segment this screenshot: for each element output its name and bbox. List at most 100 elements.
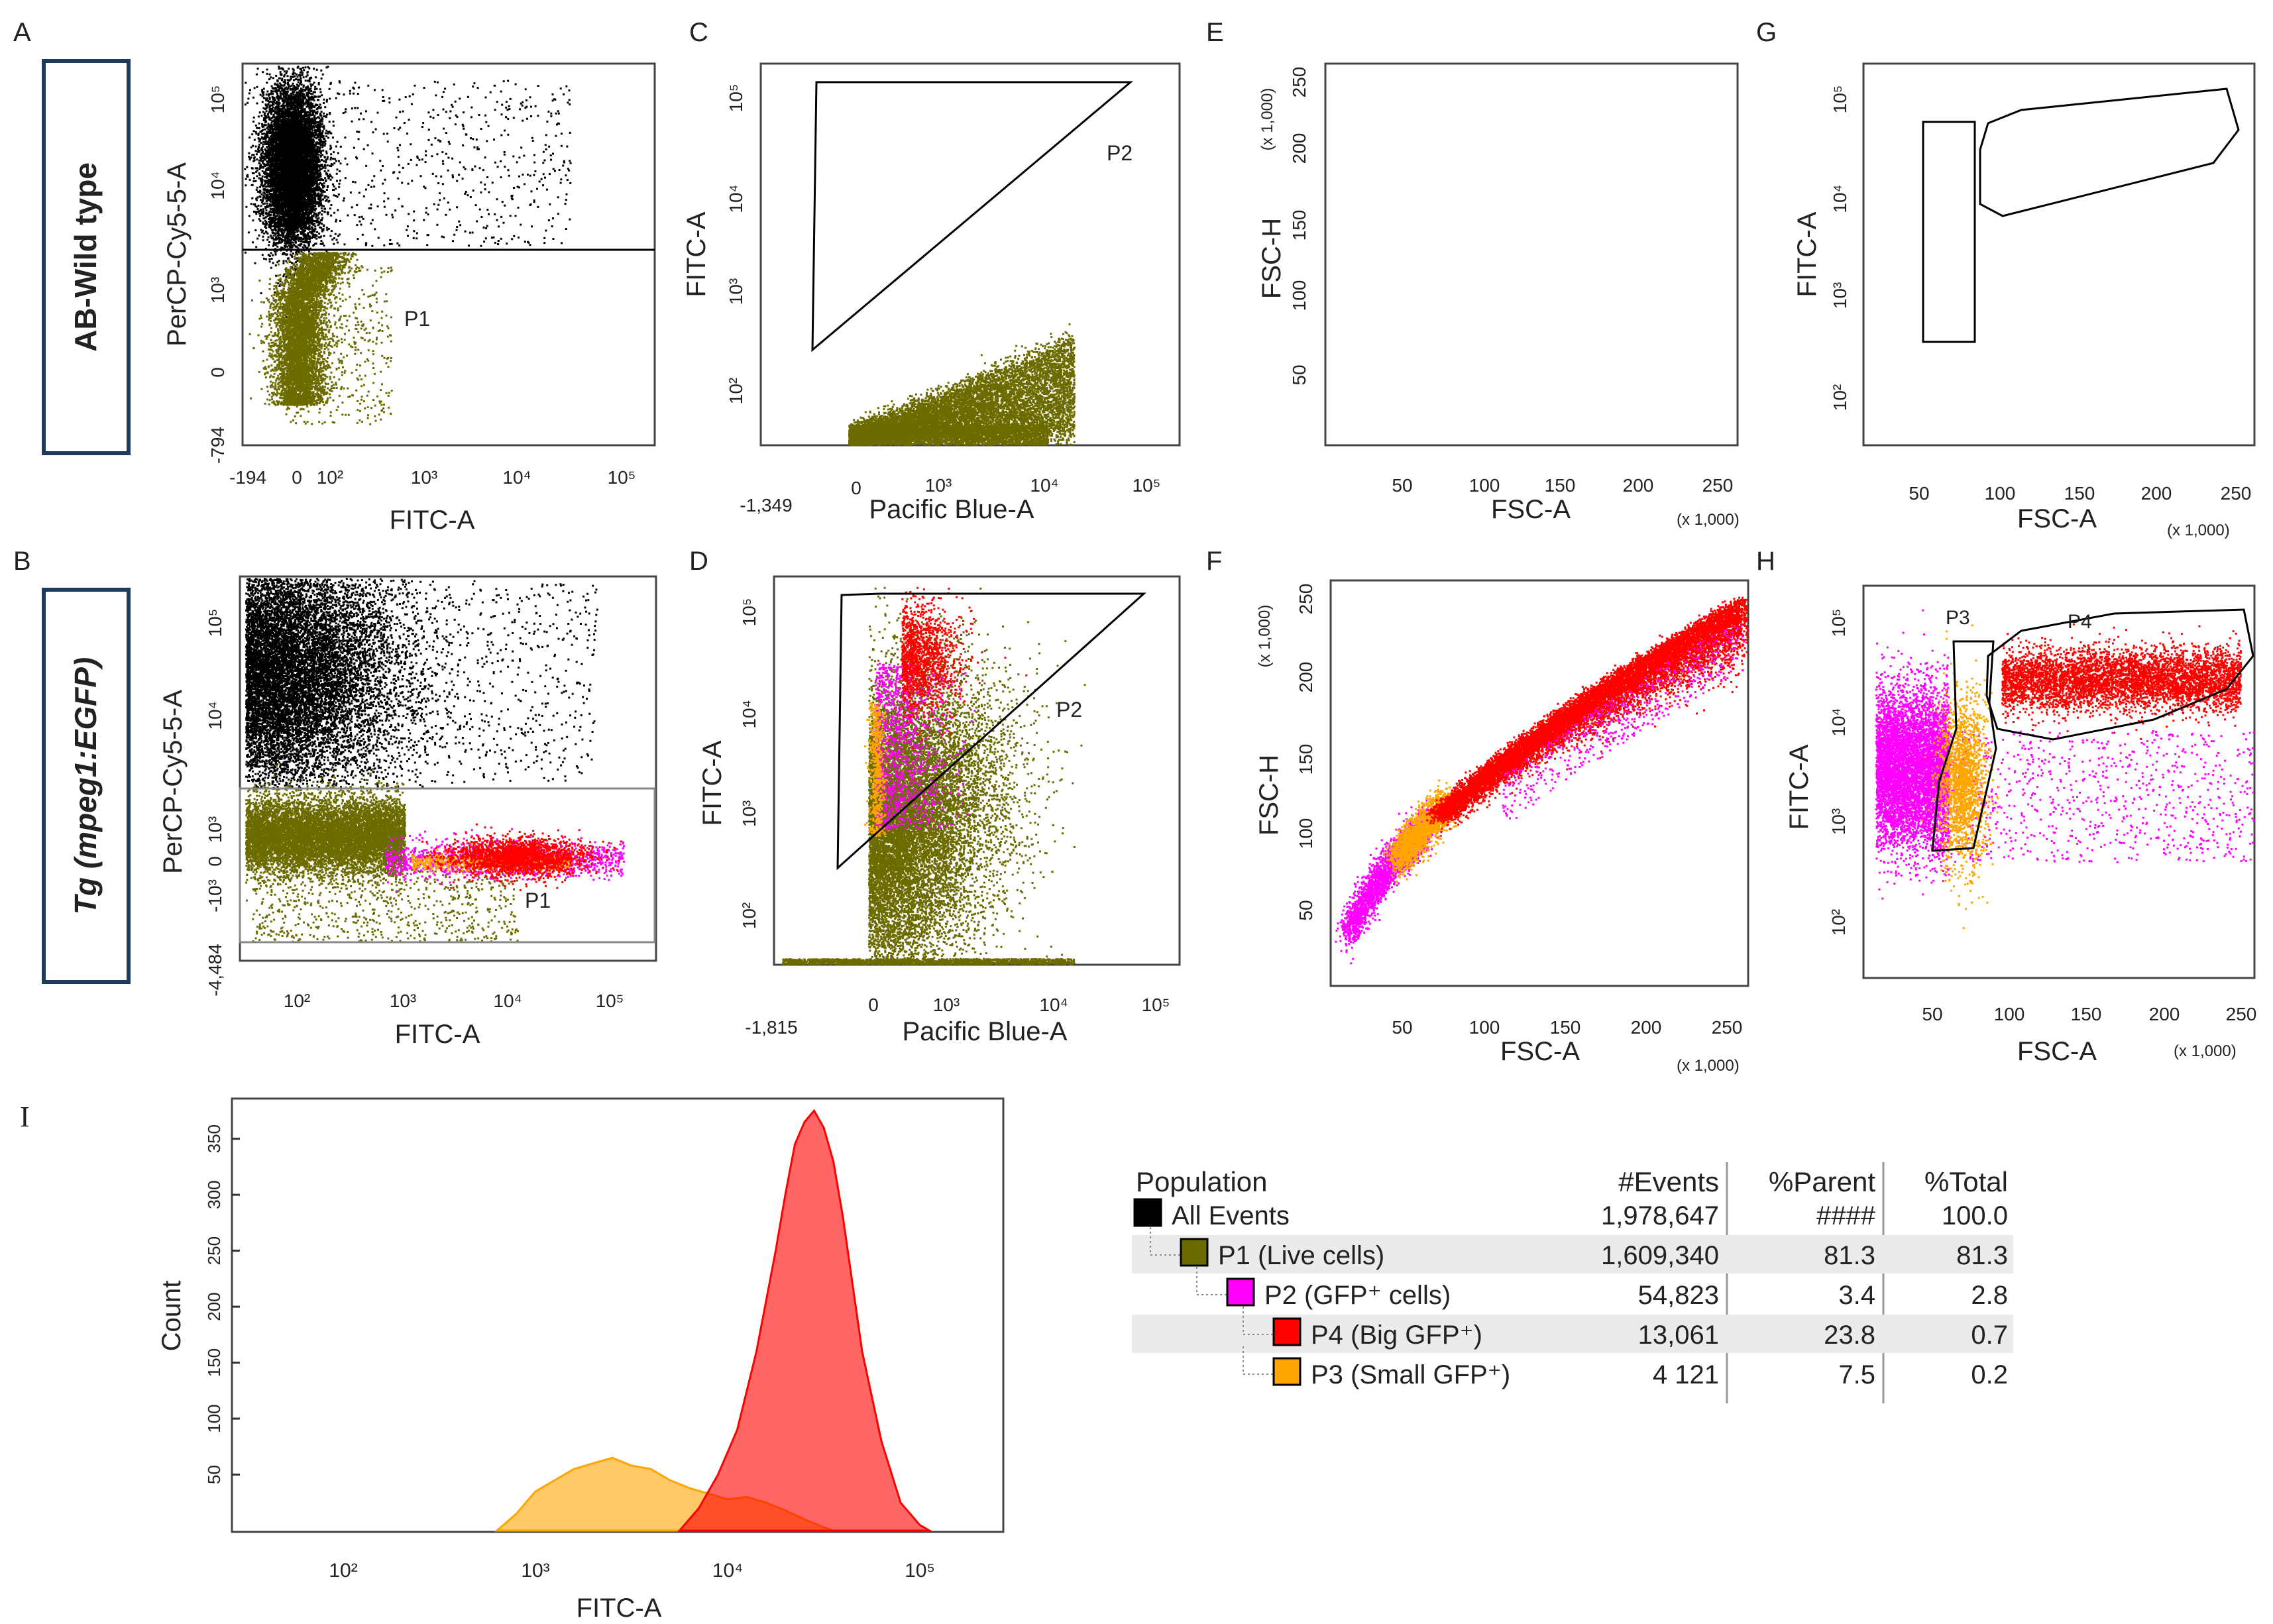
panel-h-ytick: 10³ bbox=[1828, 808, 1849, 835]
panel-h-gate-label-p4: P4 bbox=[2068, 611, 2092, 633]
panel-e-ytick: 200 bbox=[1289, 133, 1309, 164]
table-tree-line bbox=[1196, 1267, 1227, 1295]
panel-a-ytick: -794 bbox=[207, 427, 228, 464]
panel-g-xtick: 250 bbox=[2221, 483, 2252, 504]
table-row-total: 2.8 bbox=[1971, 1281, 2008, 1310]
panel-f-xtick: 250 bbox=[1712, 1017, 1743, 1038]
panel-i-xtick: 10² bbox=[329, 1560, 357, 1582]
panel-i-ytick: 300 bbox=[204, 1180, 224, 1209]
table-header-parent: %Parent bbox=[1769, 1166, 1875, 1197]
panel-b-gate-band bbox=[239, 787, 656, 944]
table-row-parent: 3.4 bbox=[1838, 1281, 1875, 1310]
table-row-swatch bbox=[1133, 1198, 1162, 1227]
table-row-parent: #### bbox=[1816, 1201, 1876, 1230]
panel-h-gate-p3 bbox=[1931, 640, 1997, 852]
panel-b-xtick: 10² bbox=[284, 991, 310, 1011]
panel-g-xtick: 150 bbox=[2064, 483, 2095, 504]
panel-e-xtick: 250 bbox=[1702, 475, 1734, 496]
panel-g-ytick: 10³ bbox=[1830, 282, 1850, 309]
panel-b-ytick: 10⁴ bbox=[205, 701, 225, 730]
panel-i-ytick: 50 bbox=[204, 1465, 224, 1484]
panel-f-xlabel: FSC-A bbox=[1500, 1037, 1580, 1066]
panel-h-ytick: 10⁴ bbox=[1828, 708, 1849, 736]
table-row-band bbox=[1132, 1315, 2013, 1353]
panel-b-ytick: -10³ bbox=[205, 879, 225, 912]
panel-h-dots-p2-scatter bbox=[1922, 730, 2255, 863]
panel-i-ytick: 100 bbox=[204, 1404, 224, 1433]
panel-letter-f: F bbox=[1206, 547, 1222, 576]
panel-i-ytick: 150 bbox=[204, 1348, 224, 1377]
panel-f-xscale: (x 1,000) bbox=[1677, 1057, 1740, 1075]
panel-letter-d: D bbox=[689, 547, 708, 576]
panel-g-xlabel: FSC-A bbox=[2017, 504, 2097, 533]
panel-d-scatter: P2 Pacific Blue-A FITC-A -1,815 0 10³ 10… bbox=[698, 575, 1181, 1046]
table-row-parent: 23.8 bbox=[1824, 1321, 1875, 1350]
panel-a-xtick: 10⁴ bbox=[502, 467, 531, 488]
panel-c-scatter: P2 Pacific Blue-A FITC-A -1,349 0 10³ 10… bbox=[682, 62, 1181, 524]
panel-b-dots-p1 bbox=[245, 765, 406, 902]
panel-b-ytick: 0 bbox=[205, 856, 225, 867]
panel-b-scatter: P1 FITC-A PerCP-Cy5-5-A 10² 10³ 10⁴ 10⁵ … bbox=[158, 575, 657, 1049]
panel-c-xtick: 10⁵ bbox=[1133, 475, 1161, 496]
panel-a-scatter: P1 FITC-A PerCP-Cy5-5-A -194 0 10² 10³ 1… bbox=[162, 62, 656, 535]
panel-h-xtick: 50 bbox=[1922, 1004, 1942, 1024]
panel-c-ytick: 10³ bbox=[726, 278, 746, 305]
table-header-total: %Total bbox=[1924, 1166, 2008, 1197]
panel-f-ytick: 250 bbox=[1296, 584, 1316, 615]
panel-b-ytick: 10³ bbox=[205, 816, 225, 843]
panel-i-ytick: 350 bbox=[204, 1124, 224, 1153]
table-header-population: Population bbox=[1136, 1166, 1268, 1197]
panel-c-ylabel: FITC-A bbox=[682, 211, 711, 297]
table-row-events: 1,978,647 bbox=[1601, 1201, 1719, 1230]
panel-letter-i: I bbox=[20, 1101, 30, 1133]
panel-e-xlabel: FSC-A bbox=[1491, 495, 1571, 524]
panel-d-dots-p1-base bbox=[782, 958, 1076, 965]
panel-d-xtick: 10³ bbox=[933, 995, 960, 1015]
table-row-swatch bbox=[1226, 1277, 1255, 1307]
table-row-parent: 81.3 bbox=[1824, 1241, 1875, 1270]
panel-b-ytick: 10⁵ bbox=[205, 609, 225, 637]
panel-h-scatter: P3 P4 FSC-A FITC-A (x 1,000) 50 100 150 … bbox=[1785, 584, 2256, 1066]
panel-h-xlabel: FSC-A bbox=[2017, 1037, 2097, 1066]
panel-g-xtick: 50 bbox=[1909, 483, 1929, 504]
panel-i-ylabel: Count bbox=[157, 1281, 186, 1352]
table-tree-line bbox=[1150, 1227, 1181, 1256]
panel-c-ytick: 10⁴ bbox=[726, 184, 746, 213]
panel-letter-a: A bbox=[13, 18, 31, 47]
panel-b-xtick: 10³ bbox=[390, 991, 416, 1011]
panel-b-xlabel: FITC-A bbox=[395, 1020, 480, 1049]
table-row-swatch bbox=[1272, 1357, 1302, 1386]
table-row-events: 4 121 bbox=[1653, 1360, 1719, 1389]
panel-a-ytick: 10⁴ bbox=[207, 171, 228, 199]
panel-e-yscale: (x 1,000) bbox=[1258, 88, 1276, 151]
panel-a-ylabel: PerCP-Cy5-5-A bbox=[162, 162, 192, 347]
table-row-total: 0.2 bbox=[1971, 1360, 2008, 1389]
panel-d-xtick: -1,815 bbox=[745, 1017, 797, 1038]
panel-a-dots-p1 bbox=[249, 252, 360, 406]
panel-c-gate-p2 bbox=[811, 81, 1134, 352]
panel-g-ytick: 10² bbox=[1830, 384, 1850, 411]
panel-d-xtick: 10⁵ bbox=[1142, 995, 1170, 1015]
panel-f-xtick: 100 bbox=[1469, 1017, 1500, 1038]
panel-letter-e: E bbox=[1206, 18, 1224, 47]
panel-b-dots-all-events-scatter bbox=[265, 583, 598, 784]
svg-text:AB-Wild type: AB-Wild type bbox=[68, 162, 103, 352]
panel-c-ytick: 10⁵ bbox=[726, 84, 746, 113]
table-row-events: 54,823 bbox=[1638, 1281, 1719, 1310]
table-row-total: 0.7 bbox=[1971, 1321, 2008, 1350]
panel-h-ylabel: FITC-A bbox=[1785, 744, 1814, 830]
table-row-parent: 7.5 bbox=[1838, 1360, 1875, 1389]
panel-i-xtick: 10⁴ bbox=[712, 1560, 743, 1582]
panel-c-xtick: -1,349 bbox=[740, 495, 792, 515]
panel-a-xtick: -194 bbox=[229, 467, 266, 488]
panel-e-xscale: (x 1,000) bbox=[1677, 511, 1740, 529]
panel-a-xlabel: FITC-A bbox=[390, 506, 475, 535]
panel-f-yscale: (x 1,000) bbox=[1256, 605, 1274, 668]
panel-h-xtick: 100 bbox=[1994, 1004, 2025, 1024]
panel-d-xtick: 0 bbox=[868, 995, 879, 1015]
panel-h-xtick: 200 bbox=[2149, 1004, 2180, 1024]
panel-b-dots-p1-low bbox=[252, 868, 519, 943]
panel-h-xtick: 150 bbox=[2071, 1004, 2102, 1024]
panel-e-ylabel: FSC-H bbox=[1257, 218, 1286, 299]
